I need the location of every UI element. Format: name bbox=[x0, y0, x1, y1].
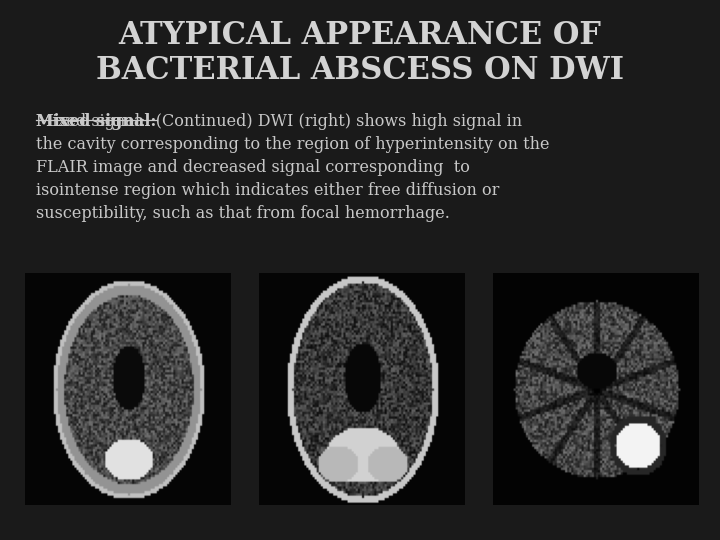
Text: Mixed signal:: Mixed signal: bbox=[36, 113, 156, 130]
Text: BACTERIAL ABSCESS ON DWI: BACTERIAL ABSCESS ON DWI bbox=[96, 55, 624, 86]
Text: Mixed signal:  (Continued) DWI (right) shows high signal in
the cavity correspon: Mixed signal: (Continued) DWI (right) sh… bbox=[36, 113, 549, 222]
Text: ATYPICAL APPEARANCE OF: ATYPICAL APPEARANCE OF bbox=[119, 19, 601, 51]
